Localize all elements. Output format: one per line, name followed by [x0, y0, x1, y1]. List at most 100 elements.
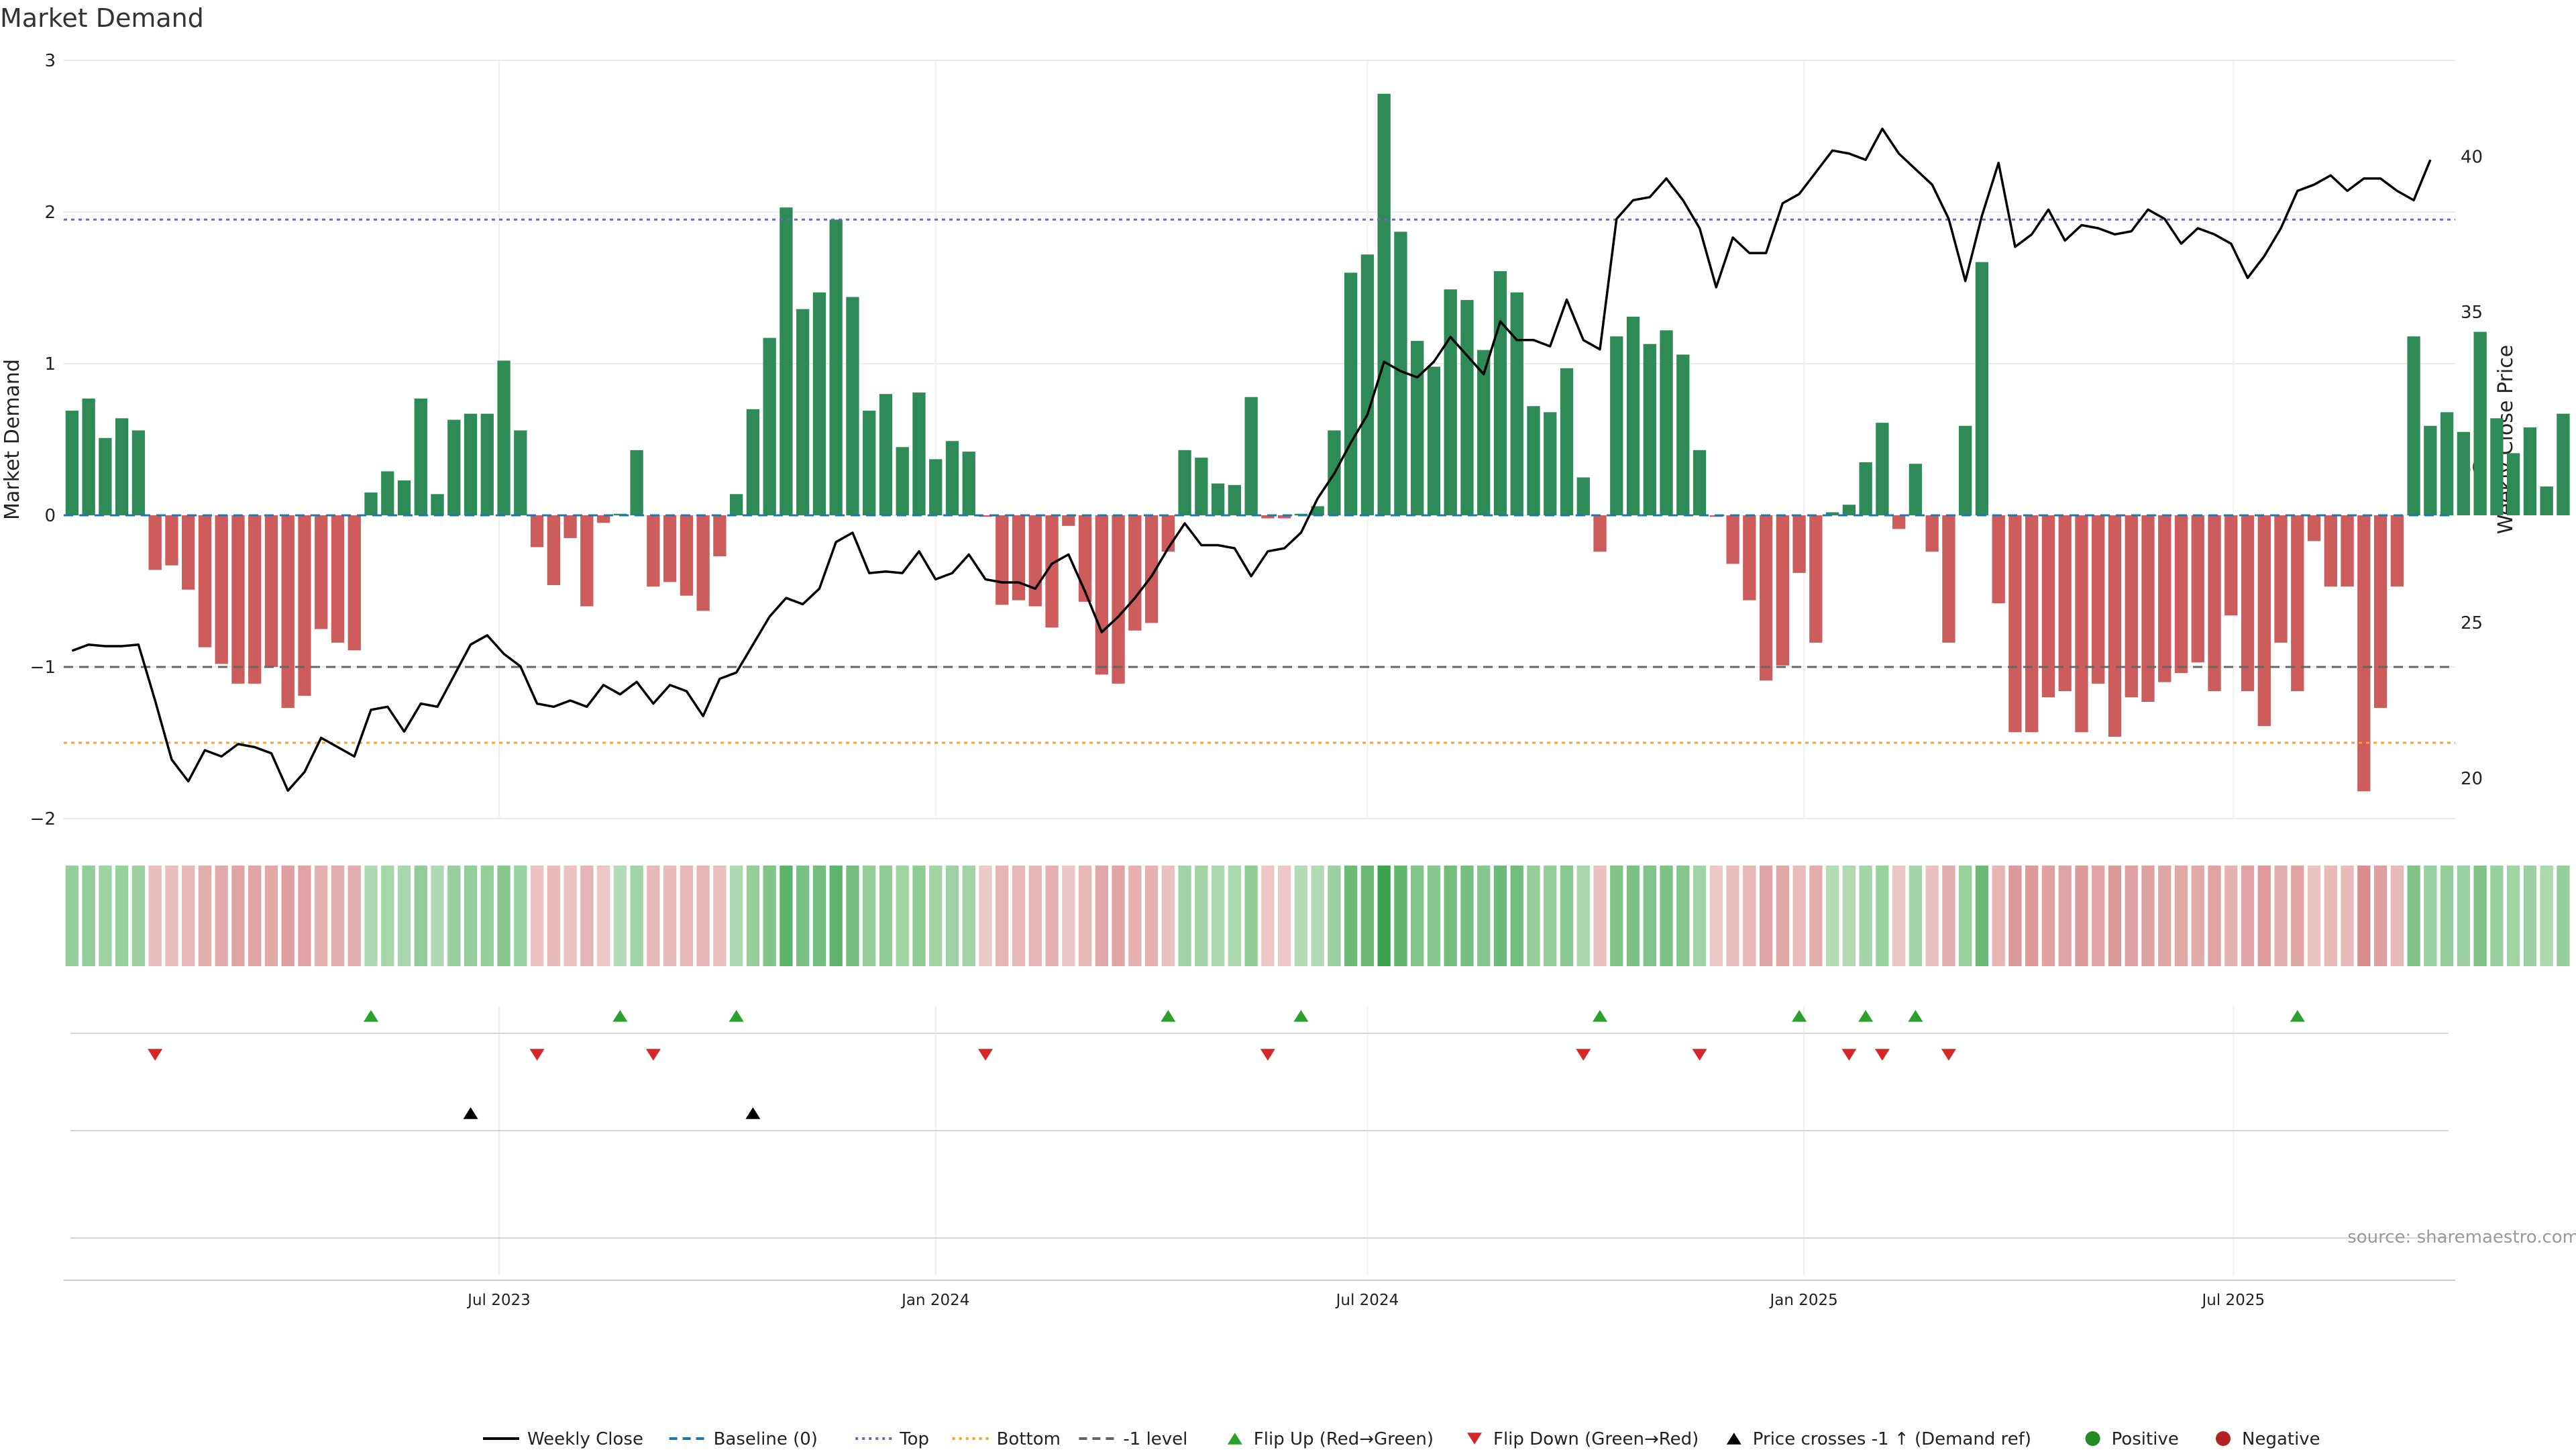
heatmap-cell: [2025, 866, 2039, 966]
flip-up-marker: [612, 1010, 628, 1022]
x-tick-label: Jul 2025: [2201, 1292, 2265, 1309]
heatmap-cell: [630, 866, 643, 966]
heatmap-cell: [846, 866, 859, 966]
heatmap-cell: [2141, 866, 2155, 966]
legend-swatch: [2216, 1431, 2231, 1446]
heatmap-cell: [564, 866, 577, 966]
heatmap-cell: [696, 866, 710, 966]
legend-swatch: [1227, 1433, 1242, 1445]
demand-bar: [1444, 289, 1457, 515]
demand-bar: [1876, 423, 1889, 515]
heatmap-cell: [165, 866, 178, 966]
heatmap-cell: [763, 866, 776, 966]
legend: Weekly Close Baseline (0) Top Bottom -1 leve…: [483, 1429, 2320, 1449]
demand-bar: [248, 515, 262, 684]
heatmap-cell: [2291, 866, 2304, 966]
source-label: source: sharemaestro.com: [2347, 1227, 2576, 1247]
heatmap-cell: [2058, 866, 2072, 966]
flip-down-marker: [1841, 1049, 1857, 1061]
heatmap-cell: [1560, 866, 1574, 966]
chart-title: Market Demand: [0, 3, 204, 33]
heatmap-cell: [1493, 866, 1507, 966]
x-tick-label: Jan 2024: [900, 1292, 969, 1309]
heatmap-cell: [2208, 866, 2221, 966]
heatmap-cell: [1743, 866, 1756, 966]
heatmap-cell: [680, 866, 694, 966]
heatmap-cell: [1925, 866, 1939, 966]
heatmap-cell: [1078, 866, 1092, 966]
heatmap-cell: [148, 866, 162, 966]
x-tick-label: Jan 2025: [1769, 1292, 1838, 1309]
demand-bar: [547, 515, 560, 585]
flip-up-marker: [1858, 1010, 1874, 1022]
heatmap-cell: [281, 866, 294, 966]
heatmap-cell: [1411, 866, 1424, 966]
legend-label: Positive: [2112, 1429, 2179, 1449]
demand-bar: [2473, 331, 2487, 515]
demand-bar: [1311, 506, 1324, 515]
heatmap-cell: [1876, 866, 1889, 966]
heatmap-cell: [1095, 866, 1108, 966]
demand-bar: [2141, 515, 2155, 702]
demand-bar: [1792, 515, 1806, 573]
demand-bar: [331, 515, 345, 643]
heatmap-cell: [1959, 866, 1972, 966]
legend-label: Bottom: [997, 1429, 1061, 1449]
price-cross-marker: [463, 1107, 478, 1119]
heatmap-cell: [1311, 866, 1324, 966]
y-tick-label: −1: [30, 658, 56, 678]
demand-bar: [2407, 336, 2420, 515]
demand-bar: [1012, 515, 1026, 601]
heatmap-cell: [2357, 866, 2371, 966]
demand-bar: [2307, 515, 2321, 541]
legend-label: Baseline (0): [714, 1429, 818, 1449]
demand-bar: [99, 437, 112, 515]
heatmap-cell: [1792, 866, 1806, 966]
y2-tick-label: 40: [2461, 148, 2483, 168]
y2-tick-label: 35: [2461, 303, 2483, 323]
demand-bar: [1959, 425, 1972, 515]
demand-bar: [2557, 413, 2570, 515]
heatmap-cell: [381, 866, 394, 966]
demand-bar: [1925, 515, 1939, 552]
flip-down-marker: [1260, 1049, 1275, 1061]
demand-bar: [2324, 515, 2337, 587]
heatmap-cell: [2224, 866, 2238, 966]
demand-bar: [497, 360, 511, 515]
heatmap-cell: [1660, 866, 1673, 966]
demand-bar: [2357, 515, 2371, 792]
demand-bar: [2424, 425, 2437, 515]
demand-bar: [945, 441, 959, 515]
heatmap-cell: [896, 866, 909, 966]
heatmap-cell: [1377, 866, 1391, 966]
heatmap-cell: [812, 866, 826, 966]
demand-bar: [1942, 515, 1955, 643]
heatmap-cell: [2523, 866, 2537, 966]
demand-bar: [1975, 262, 1989, 515]
demand-bar: [1576, 477, 1590, 515]
heatmap-cell: [2373, 866, 2387, 966]
demand-bar: [580, 515, 594, 607]
demand-bar: [2257, 515, 2271, 727]
heatmap-cell: [2390, 866, 2404, 966]
heatmap-cell: [2473, 866, 2487, 966]
heatmap-cell: [1709, 866, 1723, 966]
demand-bar: [1178, 450, 1191, 515]
demand-bar: [2457, 431, 2471, 515]
heatmap-cell: [1759, 866, 1773, 966]
demand-bar: [2390, 515, 2404, 587]
heatmap-cell: [1992, 866, 2005, 966]
demand-bar: [82, 398, 95, 515]
demand-bar: [2490, 418, 2504, 515]
heatmap-cell: [979, 866, 992, 966]
heatmap-cell: [2174, 866, 2188, 966]
demand-bar: [464, 413, 478, 515]
demand-bar: [663, 515, 677, 582]
demand-bar: [1360, 254, 1375, 515]
demand-bar: [2092, 515, 2105, 684]
demand-bar: [1144, 515, 1159, 623]
heatmap-cell: [879, 866, 893, 966]
heatmap-cell: [364, 866, 378, 966]
